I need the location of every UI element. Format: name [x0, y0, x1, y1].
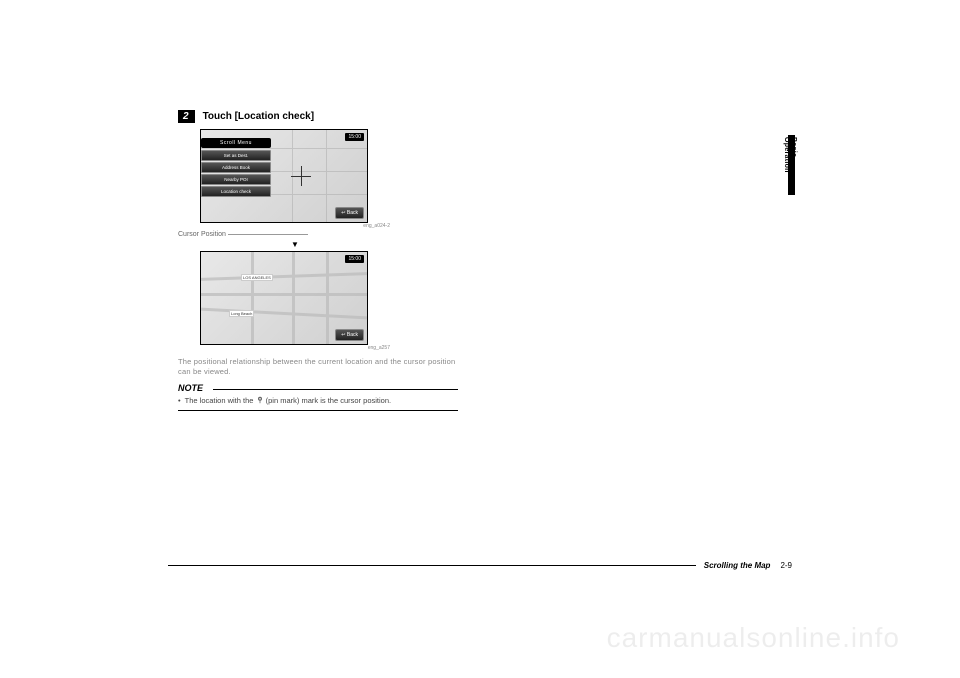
manual-page: 2 Touch [Location check] Scroll Menu Set…: [0, 0, 960, 678]
note-end-divider: [178, 410, 458, 411]
footer-divider: [168, 565, 696, 566]
back-button: ↩ Back: [335, 207, 364, 219]
note-bullet: • The location with the (pin mark) mark …: [178, 396, 458, 407]
screenshot-caption: eng_a024-2: [200, 223, 390, 229]
tab-label: Basic Operation: [783, 137, 797, 195]
map-city-label: Long Beach: [229, 310, 254, 317]
map-city-label: LOS ANGELES: [241, 274, 273, 281]
menu-item: Nearby POI: [201, 174, 271, 185]
footer-section: Scrolling the Map: [704, 561, 771, 570]
step-number-badge: 2: [178, 110, 195, 123]
screenshot-scroll-menu: Scroll Menu Set as Dest. Address Book Ne…: [200, 129, 368, 223]
step-title: Touch [Location check]: [203, 111, 315, 122]
note-prefix: The location with the: [185, 396, 254, 405]
bullet-icon: •: [178, 396, 181, 407]
step-header: 2 Touch [Location check]: [178, 110, 792, 123]
screenshot-caption: eng_a257: [200, 345, 390, 351]
back-label: Back: [347, 332, 358, 338]
note-header: NOTE: [178, 383, 458, 393]
back-label: Back: [347, 210, 358, 216]
note-suffix: (pin mark) mark is the cursor position.: [266, 396, 391, 405]
menu-item: Location check: [201, 186, 271, 197]
time-badge: 15:00: [345, 255, 364, 263]
note-label: NOTE: [178, 383, 203, 393]
note-divider: [213, 389, 458, 390]
crosshair-icon: [291, 166, 311, 186]
callout-line: [228, 234, 308, 235]
note-text: The location with the (pin mark) mark is…: [185, 396, 391, 407]
page-footer: Scrolling the Map 2-9: [168, 561, 792, 570]
scroll-menu-title: Scroll Menu: [201, 138, 271, 148]
down-triangle-icon: ▼: [200, 240, 390, 249]
cursor-position-callout: Cursor Position: [178, 231, 792, 238]
watermark: carmanualsonline.info: [607, 622, 900, 654]
footer-page-number: 2-9: [780, 561, 792, 570]
back-button: ↩ Back: [335, 329, 364, 341]
menu-item: Address Book: [201, 162, 271, 173]
menu-item: Set as Dest.: [201, 150, 271, 161]
section-tab: Basic Operation: [788, 135, 795, 195]
cursor-position-label: Cursor Position: [178, 231, 226, 238]
scroll-menu: Scroll Menu Set as Dest. Address Book Ne…: [201, 138, 271, 198]
time-badge: 15:00: [345, 133, 364, 141]
pin-icon: [256, 396, 264, 404]
description-text: The positional relationship between the …: [178, 357, 458, 377]
screenshot-map-overview: LOS ANGELES Long Beach 15:00 ↩ Back: [200, 251, 368, 345]
